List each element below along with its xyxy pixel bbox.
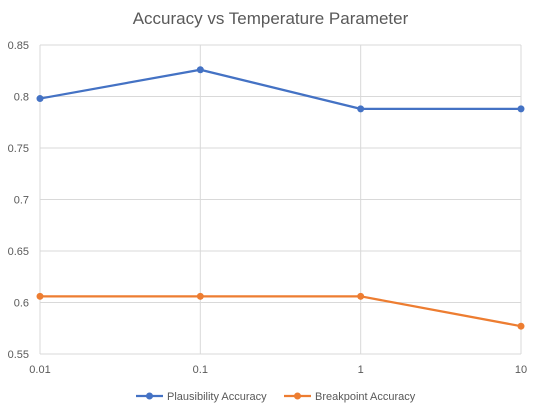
data-point <box>357 105 364 112</box>
x-tick-label: 1 <box>358 364 364 376</box>
data-point <box>357 293 364 300</box>
series-line <box>40 70 521 109</box>
y-tick-label: 0.55 <box>8 349 29 361</box>
data-point <box>197 66 204 73</box>
y-tick-label: 0.7 <box>14 195 29 207</box>
data-point <box>518 323 525 330</box>
series-plausibility-accuracy <box>37 66 525 112</box>
legend-swatch-marker <box>146 393 153 400</box>
data-point <box>37 293 44 300</box>
legend: Plausibility Accuracy Breakpoint Accuracy <box>136 391 416 403</box>
series-breakpoint-accuracy <box>37 293 525 330</box>
chart-title: Accuracy vs Temperature Parameter <box>133 9 409 28</box>
legend-swatch-marker <box>294 393 301 400</box>
y-tick-label: 0.75 <box>8 143 29 155</box>
data-point <box>37 95 44 102</box>
y-tick-label: 0.85 <box>8 40 29 52</box>
x-tick-label: 0.01 <box>29 364 50 376</box>
y-tick-label: 0.8 <box>14 92 29 104</box>
data-point <box>518 105 525 112</box>
y-tick-label: 0.6 <box>14 298 29 310</box>
legend-entry: Breakpoint Accuracy <box>315 391 416 403</box>
y-axis-tick-labels: 0.55 0.6 0.65 0.7 0.75 0.8 0.85 <box>8 40 29 361</box>
y-tick-label: 0.65 <box>8 246 29 258</box>
series-lines <box>37 66 525 329</box>
x-axis-tick-labels: 0.01 0.1 1 10 <box>29 364 527 376</box>
gridlines <box>40 45 521 354</box>
x-tick-label: 10 <box>515 364 527 376</box>
data-point <box>197 293 204 300</box>
legend-entry: Plausibility Accuracy <box>167 391 267 403</box>
series-line <box>40 296 521 326</box>
x-tick-label: 0.1 <box>193 364 208 376</box>
